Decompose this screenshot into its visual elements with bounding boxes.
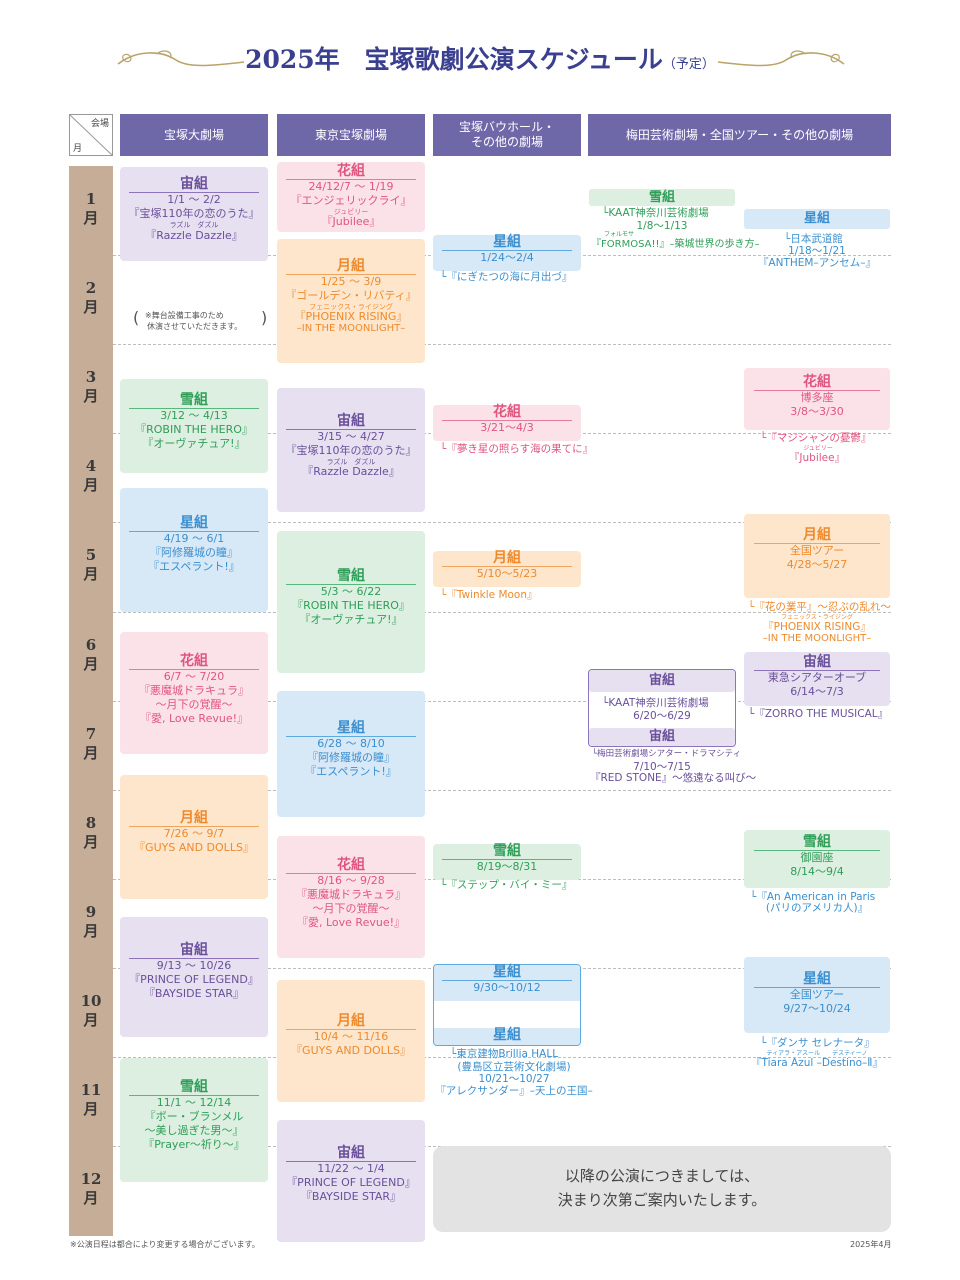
left-ornament-icon [117,50,245,67]
schedule-card: 星組 4/19 ～ 6/1 『阿修羅城の瞳』 『エスペラント!』 [120,488,268,612]
footer-note: ※公演日程は都合により変更する場合がございます。 [70,1240,260,1249]
venue-label: └日本武道館 [784,233,843,245]
schedule-card: 花組 博多座 3/8～3/30 [744,368,890,430]
date-label: 6/20～6/29 [633,710,691,722]
performance-title: 『ANTHEM–アンセム–』 [757,257,877,269]
venue-label: └KAAT神奈川芸術劇場 [602,697,709,709]
schedule-card: 月組 全国ツアー 4/28～5/27 [744,514,890,598]
month-label: 2 月 [83,279,99,317]
month-divider [113,344,891,345]
month-label: 8 月 [83,813,99,851]
closure-note: ( ※舞台設備工事のため 休演させていただきます。 ) [133,308,268,332]
schedule-card: 花組 3/21～4/3 [433,405,581,441]
schedule-card: 花組 24/12/7 ～ 1/19 『エンジェリックライ』 ジュビリー 『Jub… [277,162,425,232]
schedule-card: 花組 8/16 ～ 9/28 『悪魔城ドラキュラ』 ～月下の覚醒～ 『愛, Lo… [277,836,425,958]
performance-title: └『マジシャンの憂鬱』 [760,432,872,444]
schedule-card: 星組 6/28 ～ 8/10 『阿修羅城の瞳』 『エスペラント!』 [277,691,425,817]
month-divider [113,612,891,613]
performance-title: └『An American in Paris [750,891,876,903]
month-column [69,166,113,1236]
date-label: 1/8～1/13 [636,220,688,232]
schedule-card: 花組 6/7 ～ 7/20 『悪魔城ドラキュラ』 ～月下の覚醒～ 『愛, Lov… [120,632,268,754]
date-label: 7/10～7/15 [633,761,691,773]
month-divider [113,1057,891,1058]
month-label: 4 月 [83,457,99,495]
venue-label: └KAAT神奈川芸術劇場 [602,207,709,219]
later-notice: 以降の公演につきましては、 決まり次第ご案内いたします。 [433,1146,891,1232]
ruby-text: フェニックス・ライジング [781,614,853,621]
ruby-text: フォルモサ [603,231,634,238]
month-divider [113,790,891,791]
schedule-card: 月組 10/4 ～ 11/16 『GUYS AND DOLLS』 [277,980,425,1102]
schedule-card: 月組 7/26 ～ 9/7 『GUYS AND DOLLS』 [120,775,268,899]
schedule-page: 2025年 宝塚歌劇公演スケジュール（予定） 会場 月 宝塚大劇場 東京宝塚劇場… [24,0,936,1280]
month-label: 1 月 [83,190,99,227]
schedule-card: 星組 全国ツアー 9/27～10/24 [744,957,890,1033]
schedule-card: 宙組 11/22 ～ 1/4 『PRINCE OF LEGEND』 『BAYSI… [277,1120,425,1242]
schedule-card: 宙組 1/1 ～ 2/2 『宝塚110年の恋のうた』 ラズル ダズル 『Razz… [120,167,268,261]
schedule-card: 宙組 3/15 ～ 4/27 『宝塚110年の恋のうた』 ラズル ダズル 『Ra… [277,388,425,512]
performance-title: └『ZORRO THE MUSICAL』 [748,708,889,720]
performance-title: └『ダンサ セレナータ』 [760,1037,875,1049]
schedule-card: 雪組 11/1 ～ 12/14 『ボー・ブランメル ～美し過ぎた男～』 『Pra… [120,1058,268,1182]
troupe-tag: 星組 [744,209,890,229]
performance-title: 『アレクサンダー』–天上の王国– [435,1085,593,1097]
performance-title: 『Jubilee』 [788,452,846,464]
month-label: 7 月 [83,724,99,762]
schedule-card: 雪組 3/12 ～ 4/13 『ROBIN THE HERO』 『オーヴァチュア… [120,379,268,473]
performance-title: └『にぎたつの海に月出づ』 [440,271,573,283]
schedule-card: 宙組 9/13 ～ 10/26 『PRINCE OF LEGEND』 『BAYS… [120,917,268,1037]
performance-title: └『ステップ・バイ・ミー』 [440,879,573,891]
schedule-card: 月組 1/25 ～ 3/9 『ゴールデン・リバティ』 フェニックス・ライジング … [277,239,425,363]
venue-label: └梅田芸術劇場シアター・ドラマシティ [592,749,742,759]
header-corner: 会場 月 [69,114,113,156]
troupe-tag: 宙組 [589,670,735,692]
date-label: 10/21～10/27 [478,1073,550,1085]
page-title: 2025年 宝塚歌劇公演スケジュール（予定） [245,45,715,74]
month-divider [113,701,891,702]
month-divider [113,522,891,523]
month-label: 5 月 [83,546,99,584]
header-takarazuka: 宝塚大劇場 [120,114,268,156]
month-label: 10 月 [80,991,102,1029]
schedule-card: 星組 1/24～2/4 [433,235,581,271]
schedule-card: 雪組 8/19～8/31 [433,844,581,880]
header-tokyo: 東京宝塚劇場 [277,114,425,156]
venue-label: (豊島区立芸術文化劇場) [457,1061,571,1073]
ruby-text: ジュビリー [803,445,833,452]
header-bow-hall: 宝塚バウホール・ その他の劇場 [433,114,581,156]
month-label: 11 月 [80,1081,102,1118]
schedule-card: 星組 [434,1028,580,1045]
schedule-card: 宙組 東急シアターオーブ 6/14～7/3 [744,652,890,706]
month-label: 3 月 [83,368,99,406]
performance-title: └『花の業平』～忍ぶの乱れ～ [748,601,891,613]
date-label: 1/18～1/21 [788,245,846,257]
month-label: 9 月 [83,902,99,940]
footer-date: 2025年4月 [850,1240,892,1249]
performance-title: 『PHOENIX RISING』 [763,621,871,633]
schedule-card: 雪組 御園座 8/14～9/4 [744,830,890,888]
month-label: 12 月 [80,1170,102,1208]
ruby-text: ティアラ・アスール デスティーノ [766,1050,868,1057]
schedule-card: 星組 9/30～10/12 [434,965,580,1001]
troupe-tag: 雪組 [589,189,735,206]
performance-title: 『FORMOSA!!』–築城世界の歩き方– [591,239,760,250]
venue-label: └東京建物Brillia HALL [450,1048,559,1060]
performance-title: –IN THE MOONLIGHT– [762,633,872,644]
troupe-tag: 宙組 [589,728,735,746]
schedule-card: 雪組 5/3 ～ 6/22 『ROBIN THE HERO』 『オーヴァチュア!… [277,531,425,673]
performance-title: └『Twinkle Moon』 [440,589,538,601]
schedule-card: 月組 5/10～5/23 [433,551,581,587]
header-umeda-tour: 梅田芸術劇場・全国ツアー・その他の劇場 [588,114,891,156]
performance-title: 『Tiara Azul –Destino–Ⅱ』 [751,1057,883,1069]
performance-title: (パリのアメリカ人)』 [765,902,869,914]
right-ornament-icon [717,50,845,67]
performance-title: 『RED STONE』～悠遠なる叫び～ [590,772,757,784]
performance-title: └『夢き星の照らす海の果てに』 [440,443,594,455]
month-label: 6 月 [83,635,99,673]
